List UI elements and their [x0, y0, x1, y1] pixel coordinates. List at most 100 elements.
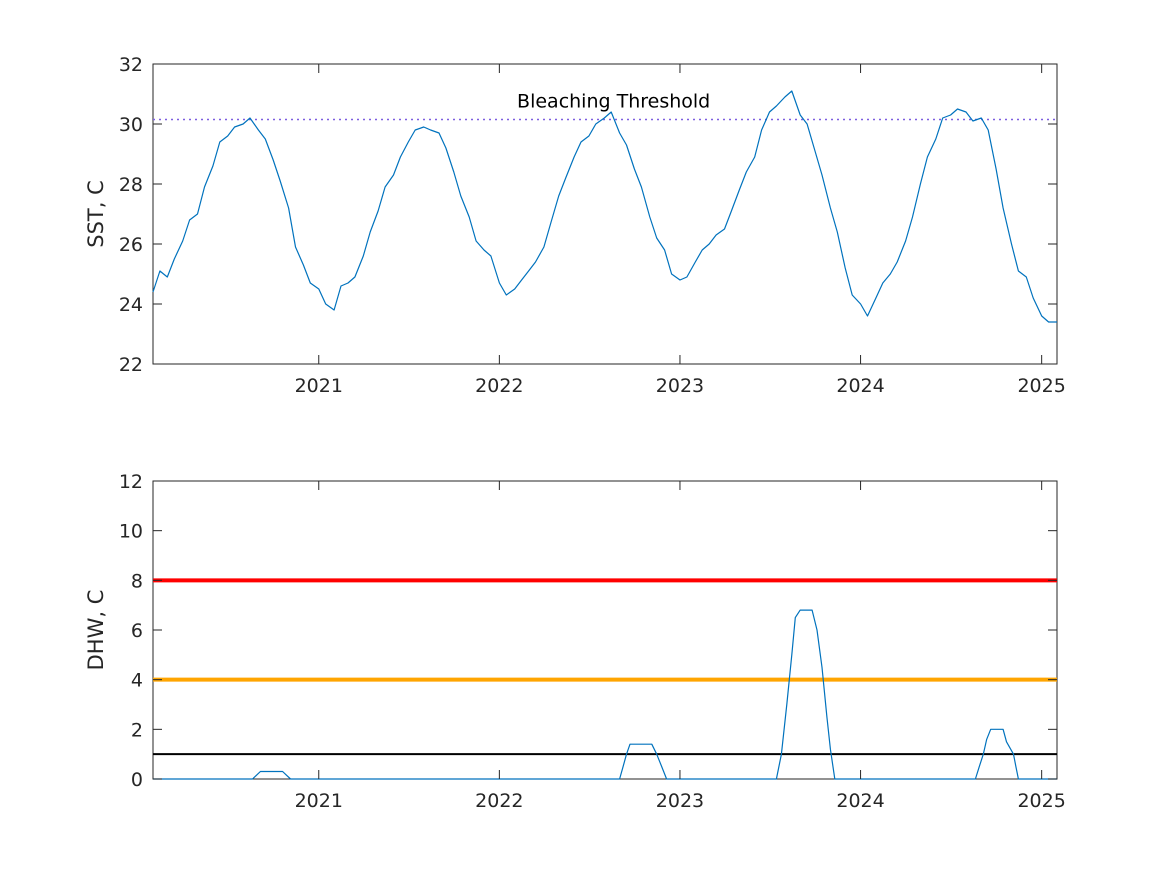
sst-data-point: [814, 150, 815, 151]
sst-data-point: [746, 171, 747, 172]
dhw-data-point: [629, 744, 630, 745]
sst-data-point: [709, 243, 710, 244]
dhw-y-tick-label: 0: [131, 769, 143, 791]
sst-data-point: [258, 129, 259, 130]
sst-x-tick-label: 2022: [475, 375, 523, 397]
sst-data-point: [1003, 207, 1004, 208]
sst-data-point: [867, 315, 868, 316]
sst-data-point: [988, 129, 989, 130]
sst-data-point: [227, 135, 228, 136]
dhw-data-point: [990, 729, 991, 730]
dhw-axes-frame: [152, 480, 1058, 780]
sst-annotation-label: Bleaching Threshold: [517, 91, 710, 113]
dhw-data-point: [986, 739, 987, 740]
sst-data-point: [852, 294, 853, 295]
sst-data-point: [1056, 321, 1057, 322]
sst-data-point: [807, 123, 808, 124]
dhw-y-tick-label: 8: [131, 570, 143, 592]
sst-data-point: [408, 141, 409, 142]
sst-data-point: [1041, 315, 1042, 316]
sst-data-point: [453, 171, 454, 172]
sst-data-point: [212, 165, 213, 166]
sst-data-point: [1033, 297, 1034, 298]
sst-data-point: [972, 120, 973, 121]
sst-data-point: [334, 309, 335, 310]
sst-data-point: [702, 249, 703, 250]
dhw-data-point: [1018, 778, 1019, 779]
sst-data-point: [1048, 321, 1049, 322]
sst-data-point: [656, 237, 657, 238]
sst-y-tick-label: 28: [119, 174, 143, 196]
dhw-data-point: [800, 610, 801, 611]
sst-data-point: [310, 282, 311, 283]
sst-data-point: [460, 195, 461, 196]
sst-data-point: [784, 96, 785, 97]
dhw-data-point: [1006, 741, 1007, 742]
dhw-data-point: [975, 778, 976, 779]
dhw-data-point: [786, 704, 787, 705]
sst-data-point: [182, 240, 183, 241]
sst-data-point: [957, 108, 958, 109]
sst-data-point: [490, 255, 491, 256]
dhw-y-tick-label: 10: [119, 521, 143, 543]
dhw-y-tick-label: 4: [131, 670, 143, 692]
sst-data-point: [159, 270, 160, 271]
sst-y-tick-label: 24: [119, 294, 143, 316]
sst-data-point: [280, 180, 281, 181]
dhw-data-point: [816, 629, 817, 630]
sst-data-point: [845, 267, 846, 268]
sst-x-tick-label: 2024: [836, 375, 884, 397]
sst-data-point: [604, 117, 605, 118]
dhw-data-point: [290, 778, 291, 779]
sst-data-point: [649, 216, 650, 217]
sst-data-point: [716, 234, 717, 235]
dhw-data-point: [795, 617, 796, 618]
sst-data-point: [769, 111, 770, 112]
sst-data-point: [830, 207, 831, 208]
sst-annotations: Bleaching Threshold: [517, 91, 710, 113]
dhw-reference-lines: [153, 578, 1057, 756]
sst-data-point: [950, 114, 951, 115]
dhw-data-point: [626, 754, 627, 755]
sst-axes-frame: [152, 63, 1058, 365]
dhw-data-point: [776, 778, 777, 779]
dhw-series-line: [153, 609, 1057, 780]
sst-data-point: [686, 276, 687, 277]
dhw-data-point: [623, 766, 624, 767]
sst-data-point: [535, 261, 536, 262]
sst-data-point: [595, 123, 596, 124]
sst-data-point: [875, 297, 876, 298]
sst-data-point: [619, 132, 620, 133]
sst-data-point: [514, 288, 515, 289]
sst-data-point: [400, 156, 401, 157]
dhw-series-group: [153, 609, 1057, 780]
sst-y-tick-label: 22: [119, 354, 143, 376]
dhw-data-point: [260, 771, 261, 772]
sst-data-point: [347, 282, 348, 283]
sst-data-point: [724, 228, 725, 229]
sst-x-tick-label: 2025: [1017, 375, 1065, 397]
dhw-y-ticks: 0 2 4 6 8 10 12: [119, 471, 1057, 791]
sst-data-point: [363, 255, 364, 256]
sst-data-point: [981, 117, 982, 118]
sst-data-point: [303, 264, 304, 265]
sst-data-point: [469, 216, 470, 217]
sst-data-point: [295, 246, 296, 247]
sst-data-point: [664, 249, 665, 250]
sst-data-point: [273, 159, 274, 160]
sst-data-point: [739, 189, 740, 190]
dhw-y-tick-label: 12: [119, 471, 143, 493]
sst-data-point: [905, 240, 906, 241]
sst-data-point: [965, 111, 966, 112]
dhw-data-point: [282, 771, 283, 772]
sst-y-tick-label: 30: [119, 114, 143, 136]
sst-data-point: [1026, 276, 1027, 277]
sst-y-ticks: 22 24 26 28 30 32: [119, 54, 1057, 376]
sst-data-point: [385, 186, 386, 187]
sst-data-point: [204, 186, 205, 187]
dhw-panel: 0 2 4 6 8 10 12 2021 2022 2023 2024 2025 DHW, C: [84, 471, 1066, 812]
dhw-x-tick-label: 2022: [475, 790, 523, 812]
sst-data-point: [626, 144, 627, 145]
sst-data-point: [378, 210, 379, 211]
sst-data-point: [1011, 243, 1012, 244]
